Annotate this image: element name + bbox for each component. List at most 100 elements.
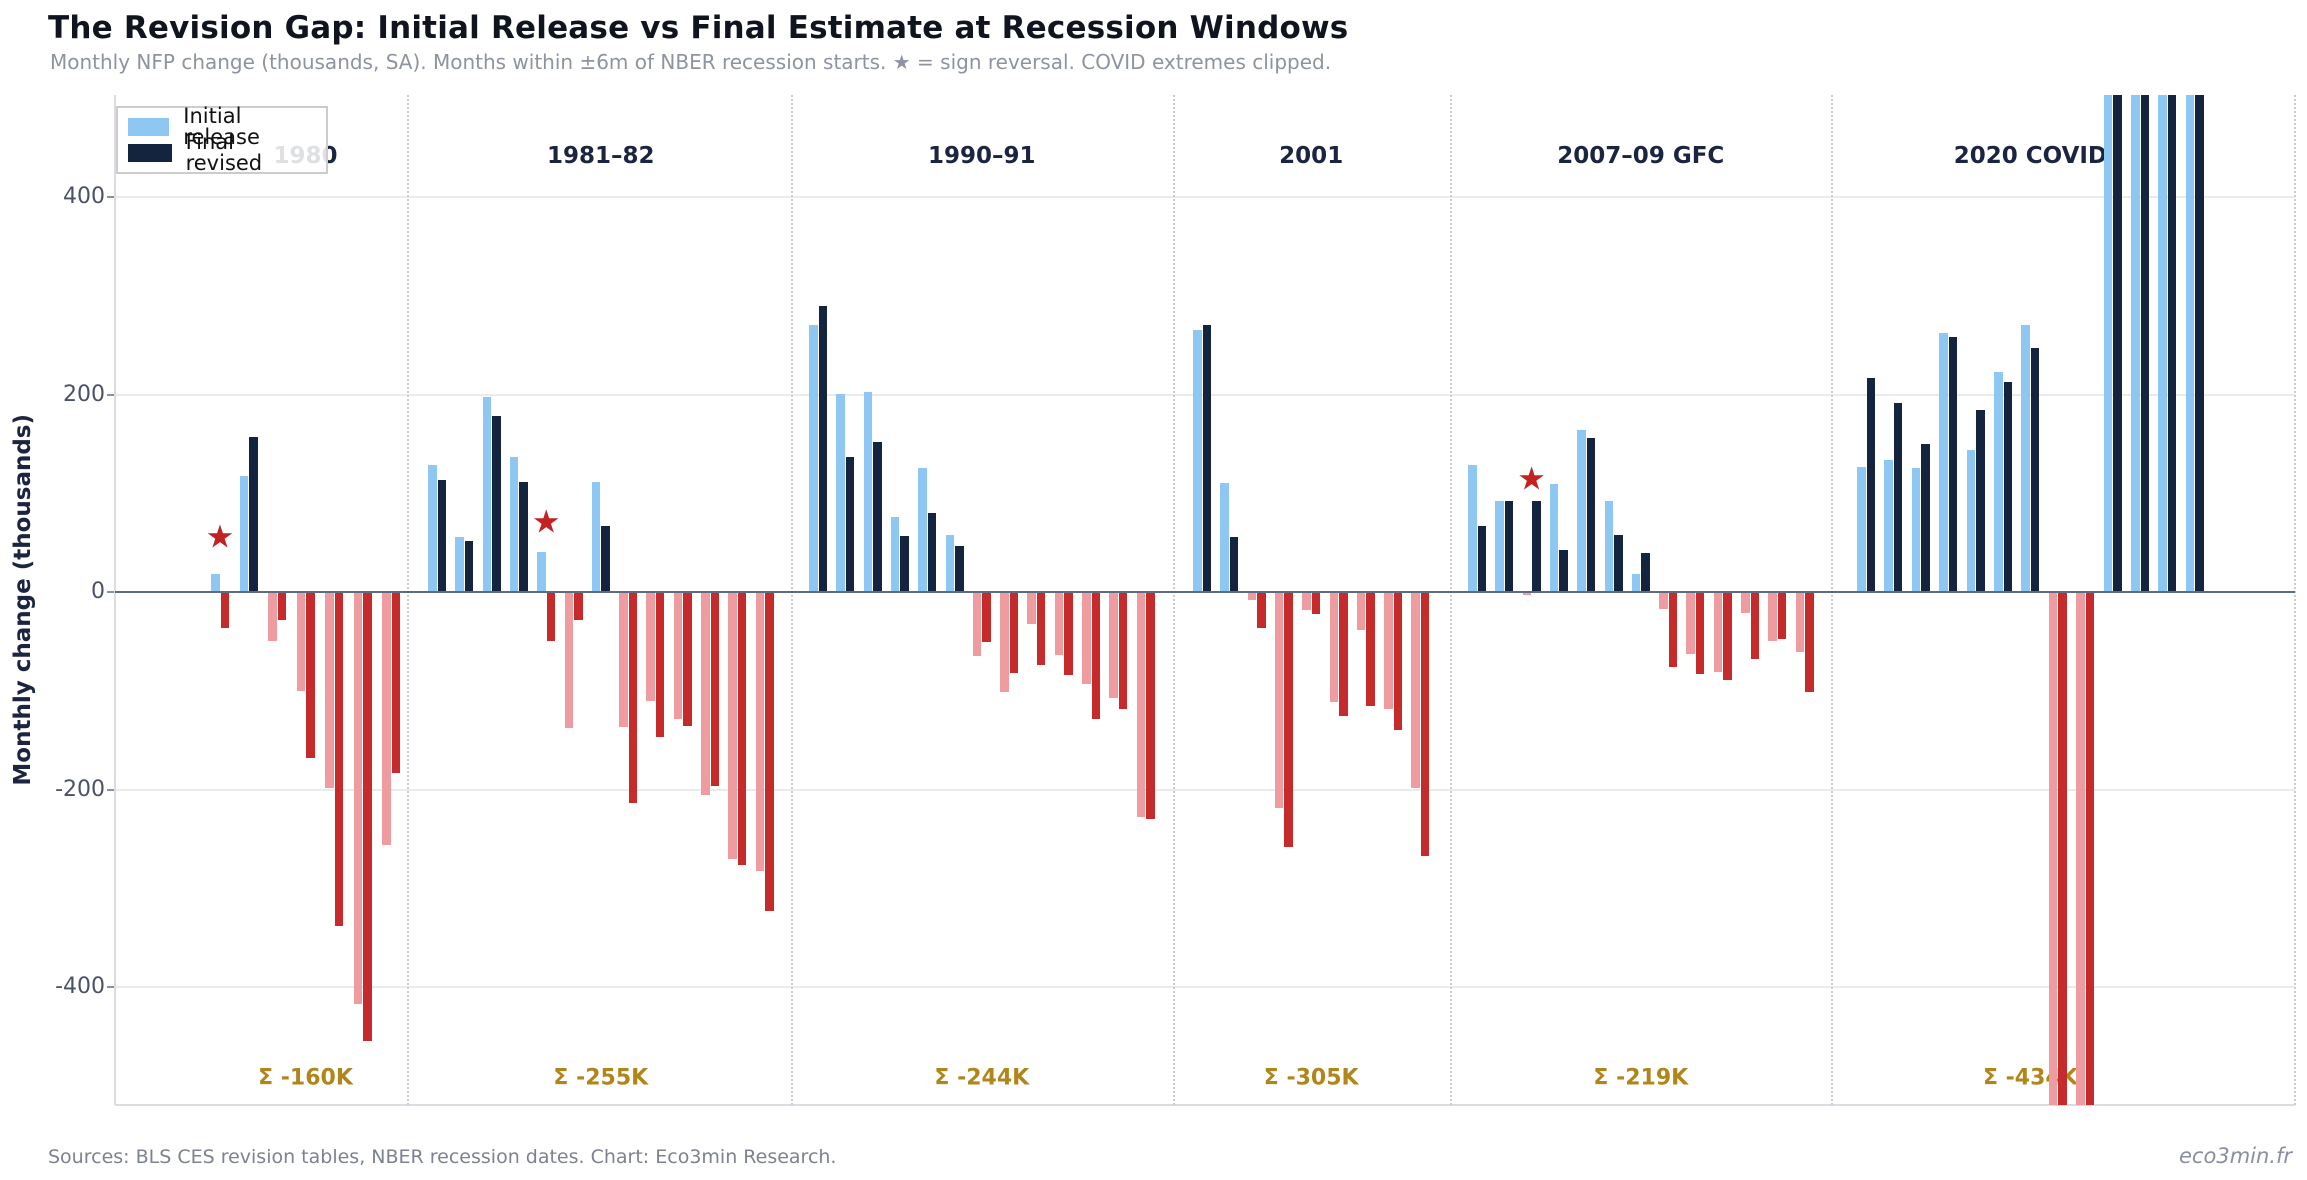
bar-final [1091,592,1100,720]
right-spine [2294,95,2296,1105]
bar-initial [836,393,845,592]
y-tick-label: 400 [63,184,105,209]
bar-final [1036,592,1046,666]
legend-item-initial: Initial release [128,106,316,148]
bar-final [1420,592,1430,856]
bar-final [1477,525,1486,592]
bar-final [1614,534,1623,592]
panel-separator [791,95,793,1105]
panel-separator [1173,95,1175,1105]
bar-initial [1027,592,1036,624]
bar-initial [1795,592,1805,653]
legend-label: Initial release [183,104,260,149]
bar-final [1257,592,1266,628]
gridline [115,196,2295,198]
bar-initial [1384,592,1393,709]
bar-initial [1911,467,1921,592]
bar-initial [1549,484,1559,592]
left-spine [114,95,116,1105]
bar-final [363,592,372,1042]
bar-final [655,592,665,738]
bar-initial [211,574,220,592]
bar-final [737,592,747,865]
panel-sum-label: Σ -219K [1593,1065,1689,1091]
bar-final [1750,592,1759,660]
bar-final [1504,501,1514,592]
legend: Initial release Final revised [116,106,328,174]
bar-final [1009,592,1019,673]
bar-initial [1686,592,1695,655]
bar-final [277,592,286,620]
bar-final [1805,592,1814,692]
gridline [115,788,2295,791]
y-tick-mark [107,788,115,791]
bar-final [765,592,774,911]
bar-initial [2185,95,2195,592]
bar-final [1311,592,1321,614]
bar-final [2058,592,2067,1105]
bar-initial [2158,95,2167,592]
y-tick-mark [107,986,115,988]
chart-title: The Revision Gap: Initial Release vs Fin… [48,10,1349,46]
bar-final [1668,592,1678,668]
bar-initial [2048,592,2058,1105]
y-tick-label: -200 [55,776,105,802]
bar-final [710,592,719,786]
bar-final [628,592,638,804]
bar-initial [1411,592,1420,788]
bar-initial [455,536,464,592]
bar-final [1695,592,1705,674]
bar-initial [1884,459,1893,592]
bar-final [437,480,446,592]
bar-initial [673,592,683,720]
bar-initial [1302,592,1311,610]
bar-final [1202,325,1211,592]
bar-initial [2021,325,2030,592]
panel-label: 2001 [1279,143,1344,169]
bar-final [546,592,556,642]
bar-initial [268,592,277,642]
bar-final [1339,592,1348,717]
bar-final [1976,410,1985,592]
panel-sum-label: Σ -244K [934,1065,1030,1091]
bar-initial [325,592,334,788]
bar-initial [972,592,982,657]
bar-final [1921,443,1930,592]
bar-final [845,456,855,592]
bar-final [1866,377,1875,592]
bar-initial [1604,501,1613,592]
bar-final [391,592,400,773]
panel-separator [407,95,409,1105]
panel-sum-label: Σ -305K [1263,1065,1359,1091]
bar-initial [591,482,601,592]
bar-initial [1577,430,1586,592]
bar-final [2030,348,2040,592]
bar-final [2195,95,2204,592]
watermark: eco3min.fr [2179,1144,2292,1168]
bar-initial [863,391,873,592]
bar-final [1146,592,1155,820]
y-tick-mark [107,196,115,198]
bar-initial [1768,592,1777,642]
bar-initial [1713,592,1723,672]
bar-final [818,305,827,592]
bar-initial [1193,330,1202,592]
bar-final [601,525,610,592]
bar-initial [646,592,655,701]
bar-initial [382,592,391,845]
bar-final [249,436,258,592]
bar-initial [918,467,927,592]
bar-final [2003,381,2012,592]
bar-final [900,535,909,592]
legend-item-final: Final revised [128,132,316,174]
bar-initial [1994,371,2003,592]
bar-initial [945,534,954,592]
bar-initial [239,476,248,592]
bar-initial [1939,333,1948,592]
panel-label: 2020 COVID [1953,143,2108,169]
bar-final [2140,95,2149,592]
panel-separator [1831,95,1833,1105]
bar-initial [1082,592,1091,684]
y-tick-mark [107,591,115,593]
bar-final [1118,592,1128,709]
